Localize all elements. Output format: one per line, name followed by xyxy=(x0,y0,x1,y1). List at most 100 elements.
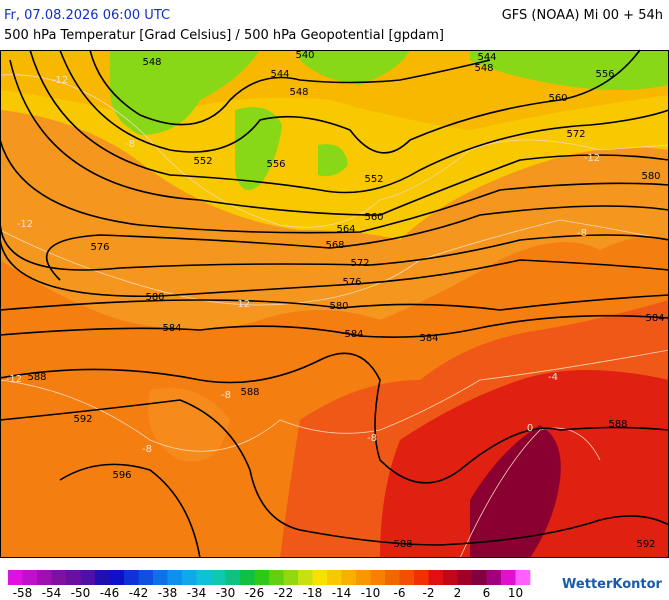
isotherm-label: -12 xyxy=(6,374,22,385)
isotherm xyxy=(0,349,669,452)
contour-label: 572 xyxy=(566,129,585,140)
colorbar-label: 2 xyxy=(454,586,462,600)
colorbar-label: -54 xyxy=(42,586,62,600)
field-green xyxy=(110,50,260,135)
colorbar-swatch xyxy=(225,570,241,585)
isotherm-label: -8 xyxy=(577,228,587,239)
isotherm-label: -8 xyxy=(142,444,152,455)
colorbar-swatch xyxy=(182,570,197,585)
isotherm-label: -12 xyxy=(234,299,250,310)
contour-line xyxy=(59,463,201,559)
contour-label: 548 xyxy=(142,57,161,68)
contour-label: 564 xyxy=(336,224,355,235)
contour-label: 544 xyxy=(270,69,289,80)
colorbar-swatch xyxy=(37,570,52,585)
colorbar-swatch xyxy=(51,570,67,585)
colorbar-swatch xyxy=(254,570,270,585)
field-maroon xyxy=(470,425,561,558)
contour-label: 568 xyxy=(325,240,344,251)
colorbar-swatch xyxy=(457,570,473,585)
colorbar-swatch xyxy=(385,570,400,585)
colorbar-swatch xyxy=(312,570,328,585)
isotherm xyxy=(0,219,669,306)
contour-label: 560 xyxy=(548,93,567,104)
colorbar-swatch xyxy=(95,570,110,585)
contour-label: 544 xyxy=(477,52,496,63)
colorbar-swatch xyxy=(298,570,313,585)
colorbar-label: -58 xyxy=(13,586,33,600)
contour-line xyxy=(29,49,669,194)
colorbar-swatch xyxy=(515,570,531,585)
isotherm-label: -12 xyxy=(584,153,600,164)
contour-label: 584 xyxy=(419,333,438,344)
colorbar-swatch xyxy=(501,570,516,585)
contour-line xyxy=(0,219,669,271)
isotherms xyxy=(0,74,669,559)
colorbar-swatch xyxy=(240,570,255,585)
isotherm-label: -8 xyxy=(367,433,377,444)
colorbar-swatch xyxy=(167,570,183,585)
contour-label: 548 xyxy=(289,87,308,98)
colorbar-swatch xyxy=(211,570,226,585)
colorbar-swatch xyxy=(138,570,154,585)
colorbar-label: -2 xyxy=(423,586,435,600)
field-green xyxy=(235,107,282,190)
colorbar-swatch xyxy=(8,570,23,585)
colorbar-label: -26 xyxy=(245,586,265,600)
colorbar-swatch xyxy=(341,570,357,585)
contour-label: 552 xyxy=(364,174,383,185)
colorbar-label: -46 xyxy=(100,586,120,600)
colorbar-swatch xyxy=(428,570,444,585)
contour-label: 560 xyxy=(364,212,383,223)
contour-line xyxy=(9,59,669,216)
contour-label: 576 xyxy=(90,242,109,253)
isotherm xyxy=(0,74,669,228)
contour-line xyxy=(0,139,669,234)
field-green xyxy=(470,50,669,90)
contour-line xyxy=(45,205,669,281)
contour-line xyxy=(0,294,669,311)
colorbar-swatch xyxy=(109,570,125,585)
colorbar-swatch xyxy=(443,570,458,585)
contour-label: 556 xyxy=(266,159,285,170)
contour-line xyxy=(89,49,491,126)
colorbar-swatch xyxy=(327,570,342,585)
contour-label: 580 xyxy=(329,301,348,312)
colorbar-swatch xyxy=(356,570,371,585)
contour-label: 592 xyxy=(73,414,92,425)
contour-line xyxy=(0,399,669,546)
colorbar-swatch xyxy=(283,570,299,585)
contour-line xyxy=(59,49,641,154)
contour-label: 548 xyxy=(474,63,493,74)
contour-label: 580 xyxy=(641,171,660,182)
map-field xyxy=(0,50,669,558)
contour-label: 556 xyxy=(595,69,614,80)
colorbar-swatch xyxy=(22,570,38,585)
contour-label: 584 xyxy=(344,329,363,340)
colorbar-swatch xyxy=(196,570,212,585)
colorbar-swatch xyxy=(80,570,96,585)
colorbar: -58 -54 -50 -46 -42 -38 -34 -30 -26 -22 -18 -14 -10-… xyxy=(8,570,531,600)
colorbar-label: 10 xyxy=(508,586,523,600)
contour-line xyxy=(0,239,669,298)
colorbar-swatch xyxy=(472,570,487,585)
colorbar-label: -6 xyxy=(394,586,406,600)
contour-label: 584 xyxy=(162,323,181,334)
colorbar-label: -22 xyxy=(274,586,294,600)
contour-label: 540 xyxy=(295,50,314,61)
field-orange xyxy=(148,388,230,462)
contour-label: 584 xyxy=(645,313,664,324)
isotherm-label: 0 xyxy=(527,423,533,434)
colorbar-label: -38 xyxy=(158,586,178,600)
contour-label: 596 xyxy=(112,470,131,481)
colorbar-swatch xyxy=(486,570,502,585)
contour-label: 552 xyxy=(193,156,212,167)
contour-label: 592 xyxy=(636,539,655,550)
colorbar-swatch xyxy=(414,570,429,585)
subtitle: 500 hPa Temperatur [Grad Celsius] / 500 … xyxy=(4,28,444,43)
isotherm xyxy=(459,427,601,559)
colorbar-swatch xyxy=(399,570,415,585)
field-green xyxy=(318,144,348,177)
contour-line xyxy=(0,352,669,484)
